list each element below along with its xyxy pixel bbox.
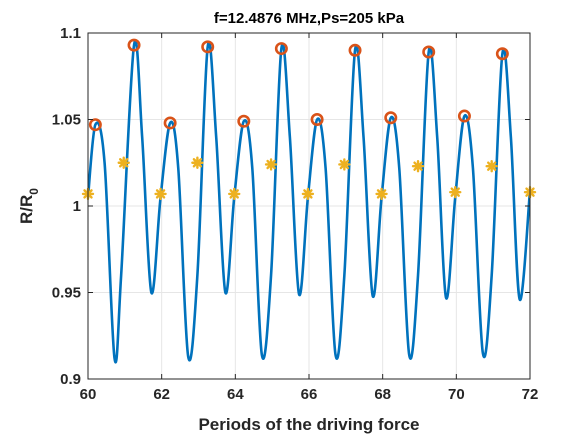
y-tick-label: 1 [73,198,81,215]
marker-point [485,160,498,173]
maximum-point [201,40,215,54]
maximum-point [127,38,141,52]
series-maxima [88,38,509,132]
y-tick-label: 1.05 [52,112,81,129]
marker-point [449,185,462,199]
svg-text:R/R0: R/R0 [17,188,41,224]
y-tick-label: 0.95 [52,285,81,302]
marker-stroke [376,189,387,199]
marker-stroke [486,161,497,171]
marker-point [338,158,351,171]
maximum-point [237,114,251,128]
maximum-point [274,42,288,56]
maximum-point [457,109,471,123]
maximum-point [384,111,398,125]
marker-point [228,187,241,201]
maximum-point [495,47,509,61]
y-axis-title: R/R0 [17,188,41,224]
marker-point [154,187,167,201]
marker-stroke [229,189,239,199]
maximum-point [163,116,177,130]
marker-stroke [303,189,313,199]
y-tick-label: 0.9 [60,371,81,388]
maximum-point [422,45,436,59]
axis-ticks: 60 62 64 66 68 70 72 0.9 0.95 1 1.05 1.1 [52,25,539,403]
maximum-point [88,118,102,132]
x-tick-label: 60 [80,386,97,403]
y-tick-label: 1.1 [60,25,81,42]
marker-point [191,156,204,169]
x-tick-label: 72 [522,386,539,403]
chart-title: f=12.4876 MHz,Ps=205 kPa [214,10,405,27]
marker-stroke [192,158,203,168]
marker-stroke [155,189,166,199]
x-tick-label: 64 [227,386,244,403]
x-tick-label: 66 [301,386,318,403]
x-tick-label: 68 [374,386,391,403]
marker-point [411,160,425,173]
marker-point [301,187,315,201]
marker-point [117,156,130,169]
y-axis-title-subscript: 0 [27,188,41,195]
marker-stroke [266,159,276,170]
x-axis-title: Periods of the driving force [198,415,419,434]
marker-point [375,187,388,201]
x-tick-label: 70 [448,386,465,403]
marker-stroke [413,161,423,171]
marker-stroke [339,159,350,170]
maximum-point [348,43,362,57]
maximum-point [310,113,324,127]
marker-stroke [119,158,129,168]
marker-stroke [450,187,460,197]
marker-point [264,158,278,171]
y-axis-title-main: R/R [17,195,36,224]
x-tick-label: 62 [153,386,170,403]
